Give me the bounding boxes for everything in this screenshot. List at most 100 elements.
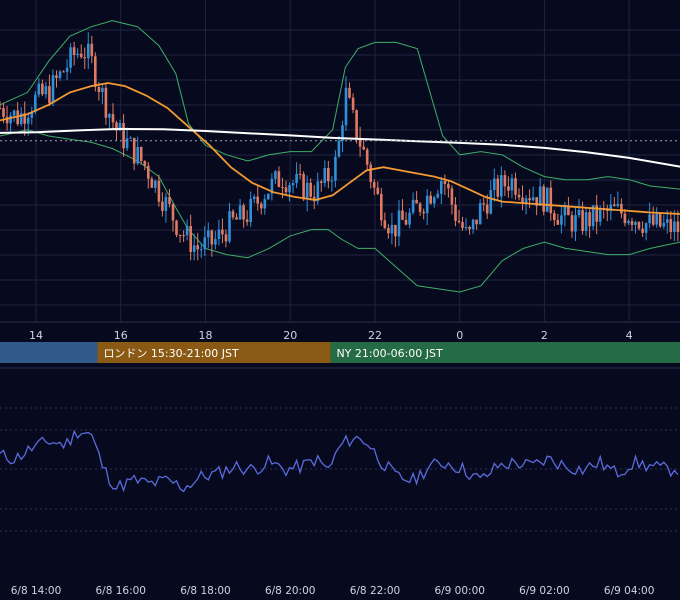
candle-body bbox=[185, 226, 189, 236]
candle-body bbox=[5, 116, 9, 124]
candle-body bbox=[65, 67, 69, 72]
price-candles bbox=[0, 32, 680, 261]
candle-body bbox=[157, 180, 161, 202]
candle-body bbox=[440, 180, 443, 194]
candle-body bbox=[238, 205, 242, 220]
candle-body bbox=[277, 171, 281, 187]
candle-body bbox=[125, 138, 129, 149]
candle-body bbox=[76, 53, 79, 55]
candle-body bbox=[48, 86, 51, 104]
moving-average-lines bbox=[0, 82, 680, 215]
candle-body bbox=[51, 75, 55, 104]
candle-body bbox=[288, 185, 291, 193]
price-x-tick-label: 16 bbox=[114, 329, 128, 342]
candle-body bbox=[560, 215, 563, 225]
candle-body bbox=[482, 203, 485, 205]
oscillator-series-line bbox=[0, 429, 679, 493]
candle-body bbox=[468, 227, 471, 230]
candle-body bbox=[351, 97, 355, 110]
candle-body bbox=[644, 223, 648, 233]
candle-body bbox=[655, 213, 658, 225]
price-x-tick-label: 18 bbox=[198, 329, 212, 342]
candle-body bbox=[503, 175, 507, 187]
candle-body bbox=[447, 184, 450, 189]
candle-body bbox=[355, 110, 358, 140]
candle-body bbox=[199, 249, 203, 251]
candle-body bbox=[627, 221, 630, 224]
candle-body bbox=[189, 226, 192, 252]
candle-body bbox=[584, 212, 588, 231]
candle-body bbox=[598, 208, 602, 222]
candle-body bbox=[457, 220, 461, 223]
candle-body bbox=[454, 204, 457, 221]
candle-body bbox=[358, 139, 362, 147]
bollinger-bands bbox=[0, 20, 680, 293]
candle-body bbox=[609, 204, 613, 211]
session-block bbox=[330, 342, 680, 363]
candle-body bbox=[538, 186, 542, 206]
price-x-tick-label: 0 bbox=[456, 329, 463, 342]
price-x-tick-label: 22 bbox=[368, 329, 382, 342]
candle-body bbox=[524, 198, 528, 203]
session-label: ロンドン 15:30-21:00 JST bbox=[103, 347, 239, 360]
time-axis-label: 6/8 20:00 bbox=[265, 585, 316, 597]
candle-body bbox=[69, 47, 72, 68]
candle-body bbox=[556, 220, 560, 225]
candle-body bbox=[19, 113, 23, 125]
time-axis-label: 6/9 00:00 bbox=[434, 585, 485, 597]
band-lower-line bbox=[0, 129, 680, 293]
time-axis-label: 6/8 16:00 bbox=[95, 585, 146, 597]
candle-body bbox=[464, 227, 468, 228]
candle-body bbox=[12, 110, 16, 116]
candle-body bbox=[90, 43, 94, 57]
candle-body bbox=[263, 199, 267, 209]
candle-body bbox=[415, 199, 418, 204]
candle-body bbox=[178, 234, 182, 236]
candle-body bbox=[26, 117, 30, 124]
candle-body bbox=[450, 188, 454, 205]
candle-body bbox=[630, 221, 634, 225]
candle-body bbox=[94, 56, 97, 87]
candle-body bbox=[422, 211, 425, 214]
candle-body bbox=[517, 194, 521, 198]
candle-body bbox=[334, 156, 337, 181]
candle-body bbox=[330, 180, 334, 182]
candle-body bbox=[274, 171, 277, 179]
candle-body bbox=[648, 214, 651, 224]
time-axis-label: 6/9 04:00 bbox=[604, 585, 655, 597]
candle-body bbox=[390, 224, 394, 234]
candle-body bbox=[669, 219, 673, 232]
candle-body bbox=[231, 211, 235, 218]
candle-body bbox=[478, 203, 482, 225]
candle-body bbox=[252, 196, 256, 199]
candle-body bbox=[316, 181, 320, 202]
candle-body bbox=[383, 220, 387, 228]
candle-body bbox=[203, 237, 207, 250]
price-grid bbox=[0, 0, 680, 323]
ma-long-line bbox=[0, 127, 680, 168]
candle-body bbox=[214, 239, 217, 245]
candle-body bbox=[588, 212, 591, 227]
candle-body bbox=[235, 217, 238, 220]
candle-body bbox=[150, 178, 154, 188]
candle-body bbox=[507, 186, 510, 191]
candle-body bbox=[531, 197, 535, 201]
candle-body bbox=[44, 86, 48, 95]
time-axis-label: 6/9 02:00 bbox=[519, 585, 570, 597]
candle-body bbox=[510, 178, 514, 191]
candle-body bbox=[104, 87, 108, 118]
candle-body bbox=[676, 221, 680, 233]
candle-body bbox=[436, 193, 440, 198]
candle-body bbox=[242, 205, 245, 220]
candle-body bbox=[411, 199, 415, 213]
candle-body bbox=[616, 203, 620, 207]
price-x-tick-label: 4 bbox=[626, 329, 633, 342]
candle-body bbox=[0, 108, 2, 109]
candle-body bbox=[651, 214, 655, 225]
candle-body bbox=[309, 182, 312, 197]
candle-body bbox=[394, 224, 397, 237]
candle-body bbox=[83, 57, 86, 59]
oscillator-line bbox=[0, 429, 679, 493]
candle-body bbox=[387, 228, 390, 234]
